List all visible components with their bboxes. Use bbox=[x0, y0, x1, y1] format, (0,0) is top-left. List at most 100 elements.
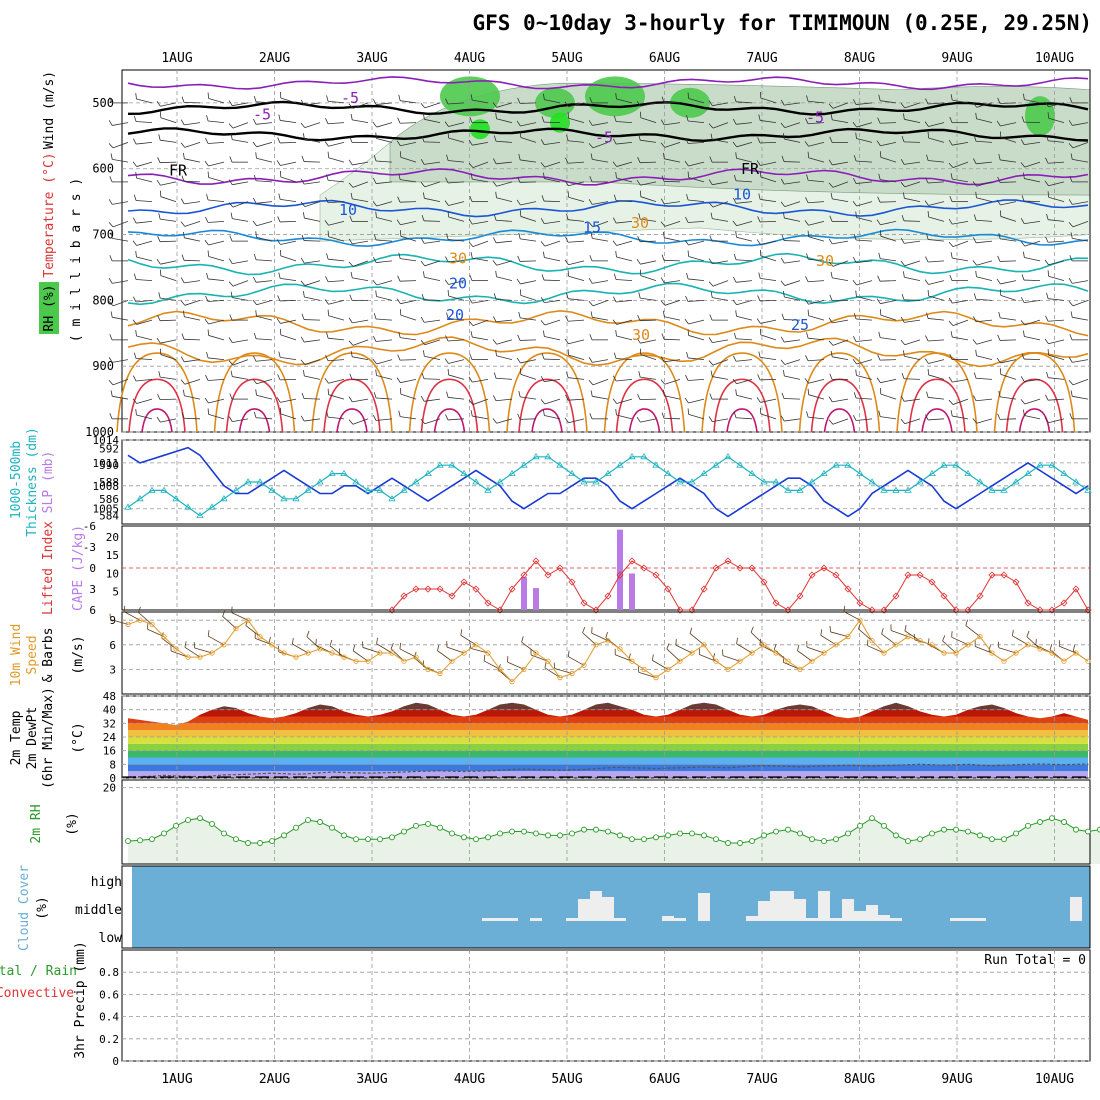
upper-wind-barb-flag bbox=[708, 123, 714, 129]
upper-wind-barb bbox=[256, 122, 273, 125]
upper-wind-barb bbox=[664, 316, 681, 321]
upper-wind-barb bbox=[232, 139, 249, 143]
upper-wind-barb bbox=[1072, 299, 1089, 307]
upper-wind-barb-flag bbox=[302, 133, 305, 140]
rh-ytick: 20 bbox=[103, 782, 116, 795]
wind-speed-marker bbox=[737, 658, 743, 664]
upper-wind-barb-flag bbox=[1020, 320, 1026, 326]
upper-wind-barb-flag bbox=[588, 357, 593, 363]
thickness-marker bbox=[268, 486, 276, 493]
upper-wind-barb bbox=[664, 378, 681, 385]
upper-wind-barb bbox=[999, 181, 1017, 183]
isotherm-line bbox=[127, 336, 1089, 368]
upper-wind-barb bbox=[352, 181, 369, 188]
upper-wind-barb-flag bbox=[540, 139, 545, 145]
upper-wind-barb-flag bbox=[567, 112, 570, 119]
upper-wind-barb-flag bbox=[300, 178, 305, 185]
upper-wind-barb bbox=[208, 335, 225, 341]
wind-barb-10m bbox=[699, 654, 717, 662]
upper-wind-barb bbox=[256, 378, 273, 385]
rh-marker bbox=[689, 830, 695, 837]
upper-wind-barb bbox=[568, 161, 585, 164]
upper-wind-barb-flag bbox=[612, 398, 617, 404]
upper-wind-barb bbox=[496, 418, 513, 424]
upper-wind-barb-flag bbox=[781, 313, 785, 320]
upper-wind-barb-flag bbox=[805, 355, 809, 361]
date-label-bottom: 6AUG bbox=[649, 1072, 680, 1087]
upper-wind-barb-flag bbox=[900, 158, 905, 165]
upper-wind-barb-flag bbox=[972, 395, 977, 401]
wind-barb-10m bbox=[138, 612, 153, 625]
upper-wind-barb bbox=[400, 142, 417, 147]
thickness-marker bbox=[400, 486, 408, 493]
upper-wind-barb-flag bbox=[733, 332, 737, 339]
upper-wind-barb-flag bbox=[324, 378, 329, 384]
upper-wind-barb-flag bbox=[108, 380, 114, 386]
upper-wind-barb-flag bbox=[660, 198, 665, 205]
upper-wind-barb bbox=[376, 318, 393, 321]
upper-wind-barb bbox=[424, 418, 441, 425]
upper-wind-barb bbox=[976, 161, 993, 165]
upper-wind-barb-flag bbox=[732, 118, 737, 125]
thickness-marker bbox=[352, 478, 360, 485]
rh-marker bbox=[1037, 819, 1043, 825]
upper-wind-barb-flag bbox=[708, 360, 714, 366]
upper-wind-barb bbox=[376, 296, 393, 301]
upper-wind-barb-flag bbox=[709, 393, 713, 400]
date-label-bottom: 4AUG bbox=[454, 1072, 485, 1087]
upper-wind-barb bbox=[736, 157, 753, 163]
upper-wind-barb-flag bbox=[780, 99, 785, 106]
upper-wind-barb bbox=[544, 220, 561, 225]
upper-wind-barb bbox=[616, 279, 633, 282]
upper-wind-barb bbox=[952, 142, 969, 146]
wind-speed-marker bbox=[293, 654, 299, 660]
upper-wind-barb bbox=[256, 220, 273, 227]
wind-speed-marker bbox=[761, 642, 767, 648]
upper-wind-barb-flag bbox=[589, 334, 593, 340]
upper-wind-barb bbox=[640, 275, 657, 281]
wind-barb-10m bbox=[830, 631, 849, 637]
upper-wind-barb-flag bbox=[204, 239, 209, 246]
upper-wind-barb bbox=[663, 259, 681, 262]
date-label-bottom: 9AUG bbox=[941, 1072, 972, 1087]
upper-wind-barb bbox=[160, 139, 177, 143]
upper-wind-barb-flag bbox=[445, 335, 449, 342]
upper-wind-barb-flag bbox=[829, 136, 833, 143]
upper-wind-barb-flag bbox=[1069, 413, 1073, 419]
boundary-isotherm bbox=[921, 408, 953, 433]
upper-wind-barb-flag bbox=[541, 274, 545, 281]
upper-wind-barb-flag bbox=[156, 100, 161, 107]
upper-wind-barb bbox=[1024, 240, 1041, 247]
upper-wind-barb bbox=[496, 240, 513, 244]
cape-bar bbox=[629, 573, 635, 610]
thickness-marker bbox=[856, 469, 864, 476]
upper-wind-barb-flag bbox=[1068, 301, 1074, 307]
upper-wind-barb-flag bbox=[735, 389, 737, 396]
rh-marker bbox=[377, 836, 383, 843]
upper-wind-barb bbox=[976, 102, 993, 108]
cloud-bar bbox=[794, 899, 806, 921]
upper-wind-barb-flag bbox=[781, 155, 785, 162]
upper-wind-barb-flag bbox=[950, 94, 953, 101]
upper-wind-barb bbox=[183, 417, 201, 420]
rh-marker bbox=[641, 836, 647, 843]
lifted-marker bbox=[556, 564, 564, 572]
upper-wind-barb bbox=[208, 177, 225, 183]
wind-speed-marker bbox=[689, 650, 695, 656]
upper-wind-barb-flag bbox=[637, 236, 641, 242]
upper-wind-barb-flag bbox=[495, 270, 497, 277]
upper-wind-barb bbox=[712, 376, 729, 380]
upper-wind-barb bbox=[639, 398, 657, 401]
upper-wind-barb-flag bbox=[206, 273, 209, 280]
wind-speed-marker bbox=[605, 638, 611, 644]
precip-run-total: Run Total = 0 bbox=[984, 953, 1086, 968]
boundary-isotherm bbox=[1005, 378, 1064, 433]
upper-wind-barb bbox=[352, 102, 369, 109]
upper-wind-barb bbox=[208, 256, 225, 262]
upper-wind-barb-flag bbox=[660, 142, 666, 148]
upper-wind-barb-flag bbox=[997, 176, 1001, 183]
upper-wind-barb-flag bbox=[396, 298, 401, 304]
upper-wind-barb bbox=[376, 102, 393, 105]
upper-wind-barb-flag bbox=[180, 221, 186, 227]
upper-wind-barb-flag bbox=[278, 272, 281, 279]
